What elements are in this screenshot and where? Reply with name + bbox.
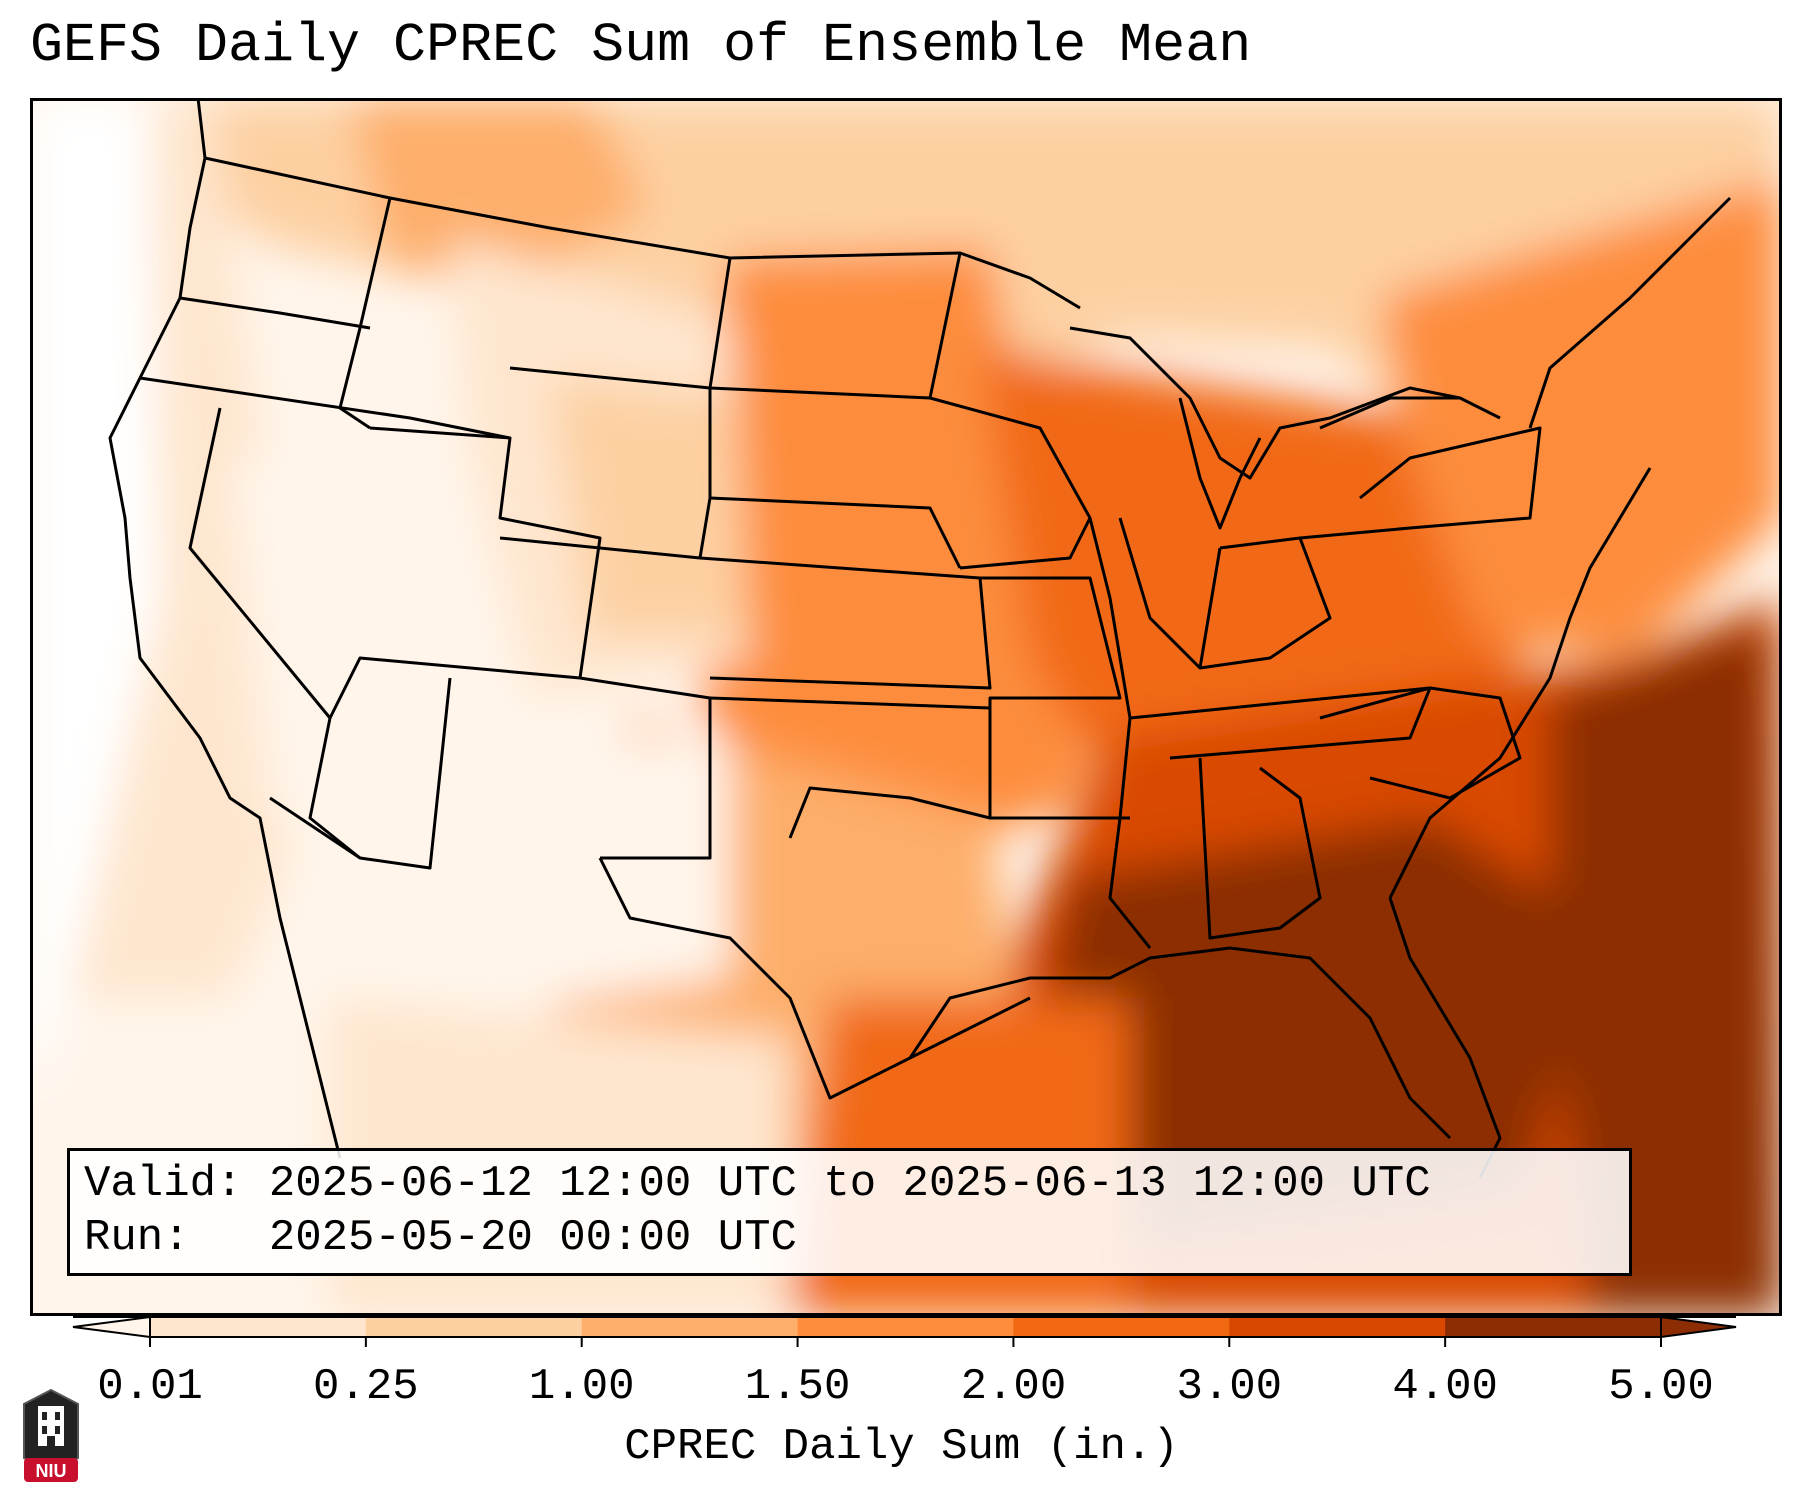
map-frame [30, 98, 1782, 1316]
colorbar-tick-label: 4.00 [1392, 1362, 1498, 1412]
oregon-california [139, 376, 511, 440]
colorbar-segment [150, 1317, 367, 1337]
colorbar-tick-label: 0.25 [313, 1362, 419, 1412]
state-boundaries [108, 98, 1732, 1179]
utah-arizona [328, 426, 602, 719]
colorbar-segment [581, 1317, 799, 1337]
colorbar-segment [365, 1317, 583, 1337]
colorbar-label: CPREC Daily Sum (in.) [624, 1422, 1179, 1472]
west-coastline [108, 98, 342, 1159]
colorbar [72, 1315, 1737, 1347]
region-southwest [360, 738, 730, 1018]
colorbar-segment [797, 1317, 1014, 1337]
new-england [1528, 196, 1732, 429]
dakotas [708, 252, 962, 400]
university-tower-icon: NIU [23, 1388, 79, 1482]
run-time-text: Run: 2025-05-20 00:00 UTC [84, 1213, 797, 1263]
precipitation-map [30, 98, 1782, 1316]
colorbar-tick-label: 0.01 [97, 1362, 203, 1412]
region-pacific-white [30, 98, 160, 1098]
carolinas [1319, 686, 1522, 800]
map-title: GEFS Daily CPREC Sum of Ensemble Mean [30, 14, 1252, 77]
colorbar-segment [1445, 1317, 1662, 1337]
region-central-plains [680, 398, 1090, 858]
region-atlantic-dark [1550, 618, 1782, 1316]
great-lakes-east [1319, 396, 1501, 430]
mississippi-river [1088, 517, 1152, 949]
kansas [699, 556, 992, 690]
great-lakes-shore [1069, 326, 1461, 480]
region-northeast [1380, 178, 1782, 658]
oregon-washington [179, 296, 371, 330]
valid-time-text: Valid: 2025-06-12 12:00 UTC to 2025-06-1… [84, 1159, 1431, 1209]
colorbar-extend-low [72, 1315, 151, 1339]
alabama-georgia [1198, 757, 1322, 940]
ohio-kentucky [1199, 536, 1332, 670]
oklahoma-texas [709, 696, 992, 839]
atlantic-coastline [1388, 467, 1652, 899]
missouri-arkansas [980, 576, 1130, 820]
colorbar-tick-label: 2.00 [960, 1362, 1067, 1412]
lake-michigan [1178, 397, 1262, 530]
colorbar-tick-label: 1.00 [528, 1362, 635, 1412]
colorbar-tick-label: 3.00 [1176, 1362, 1283, 1412]
idaho-montana [338, 197, 392, 430]
precip-field [30, 98, 1782, 1316]
colorbar-segment [1013, 1317, 1230, 1337]
colorbar-extend-high [1660, 1315, 1737, 1339]
pennsylvania-new-york [1299, 426, 1542, 540]
illinois-indiana [1118, 517, 1222, 670]
new-mexico [579, 676, 712, 860]
niu-logo-text: NIU [36, 1461, 67, 1481]
colorbar-segment [1229, 1317, 1446, 1337]
colorbar-tick-label: 5.00 [1608, 1362, 1714, 1412]
region-colorado-hint [550, 378, 750, 638]
region-gulf-coast [1030, 818, 1590, 1248]
gulf-coastline [908, 946, 1452, 1140]
tennessee [1129, 686, 1432, 760]
valid-info-box: Valid: 2025-06-12 12:00 UTC to 2025-06-1… [67, 1148, 1632, 1276]
colorbar-tick-label: 1.50 [744, 1362, 851, 1412]
arizona-new-mexico [269, 677, 452, 870]
sd-nebraska [709, 496, 962, 569]
